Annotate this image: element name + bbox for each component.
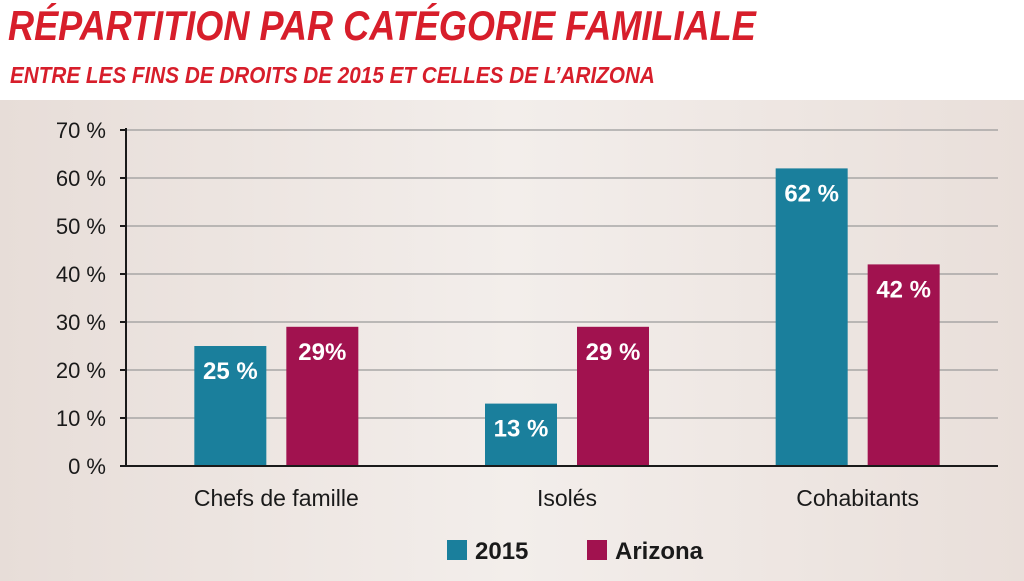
chart-panel [0, 100, 1024, 581]
bar-2015-2 [775, 168, 848, 466]
data-label: 29 % [586, 339, 641, 366]
bar-arizona-2 [867, 264, 940, 466]
legend: 2015 Arizona [447, 538, 704, 565]
legend-swatch [587, 540, 607, 560]
x-category-label: Cohabitants [796, 485, 919, 511]
legend-label: Arizona [615, 538, 704, 565]
data-label: 25 % [203, 358, 258, 385]
chart-title: RÉPARTITION PAR CATÉGORIE FAMILIALE [8, 2, 756, 49]
axes [120, 128, 998, 467]
y-tick-label: 70 % [56, 118, 106, 143]
gridlines [126, 129, 998, 419]
bars: 25 % 29% 13 % 29 % 62 % 42 % [194, 168, 940, 466]
bar-2015-1 [485, 403, 557, 466]
x-category-labels: Chefs de famille Isolés Cohabitants [194, 485, 919, 511]
legend-label: 2015 [475, 538, 528, 565]
y-tick-label: 40 % [56, 262, 106, 287]
y-tick-label: 10 % [56, 406, 106, 431]
y-tick-label: 0 % [68, 454, 106, 479]
y-tick-label: 60 % [56, 166, 106, 191]
bar-2015-0 [194, 346, 267, 466]
y-tick-labels: 0 % 10 % 20 % 30 % 40 % 50 % 60 % 70 % [56, 118, 106, 479]
bar-arizona-1 [577, 326, 649, 466]
x-category-label: Isolés [537, 485, 597, 511]
data-label: 62 % [784, 180, 839, 207]
data-label: 42 % [876, 276, 931, 303]
chart-subtitle: ENTRE LES FINS DE DROITS DE 2015 ET CELL… [10, 62, 655, 88]
data-label: 13 % [494, 416, 549, 443]
x-category-label: Chefs de famille [194, 485, 359, 511]
y-tick-label: 30 % [56, 310, 106, 335]
legend-swatch [447, 540, 467, 560]
data-label: 29% [298, 339, 346, 366]
bar-arizona-0 [286, 326, 359, 466]
y-tick-label: 50 % [56, 214, 106, 239]
y-tick-label: 20 % [56, 358, 106, 383]
